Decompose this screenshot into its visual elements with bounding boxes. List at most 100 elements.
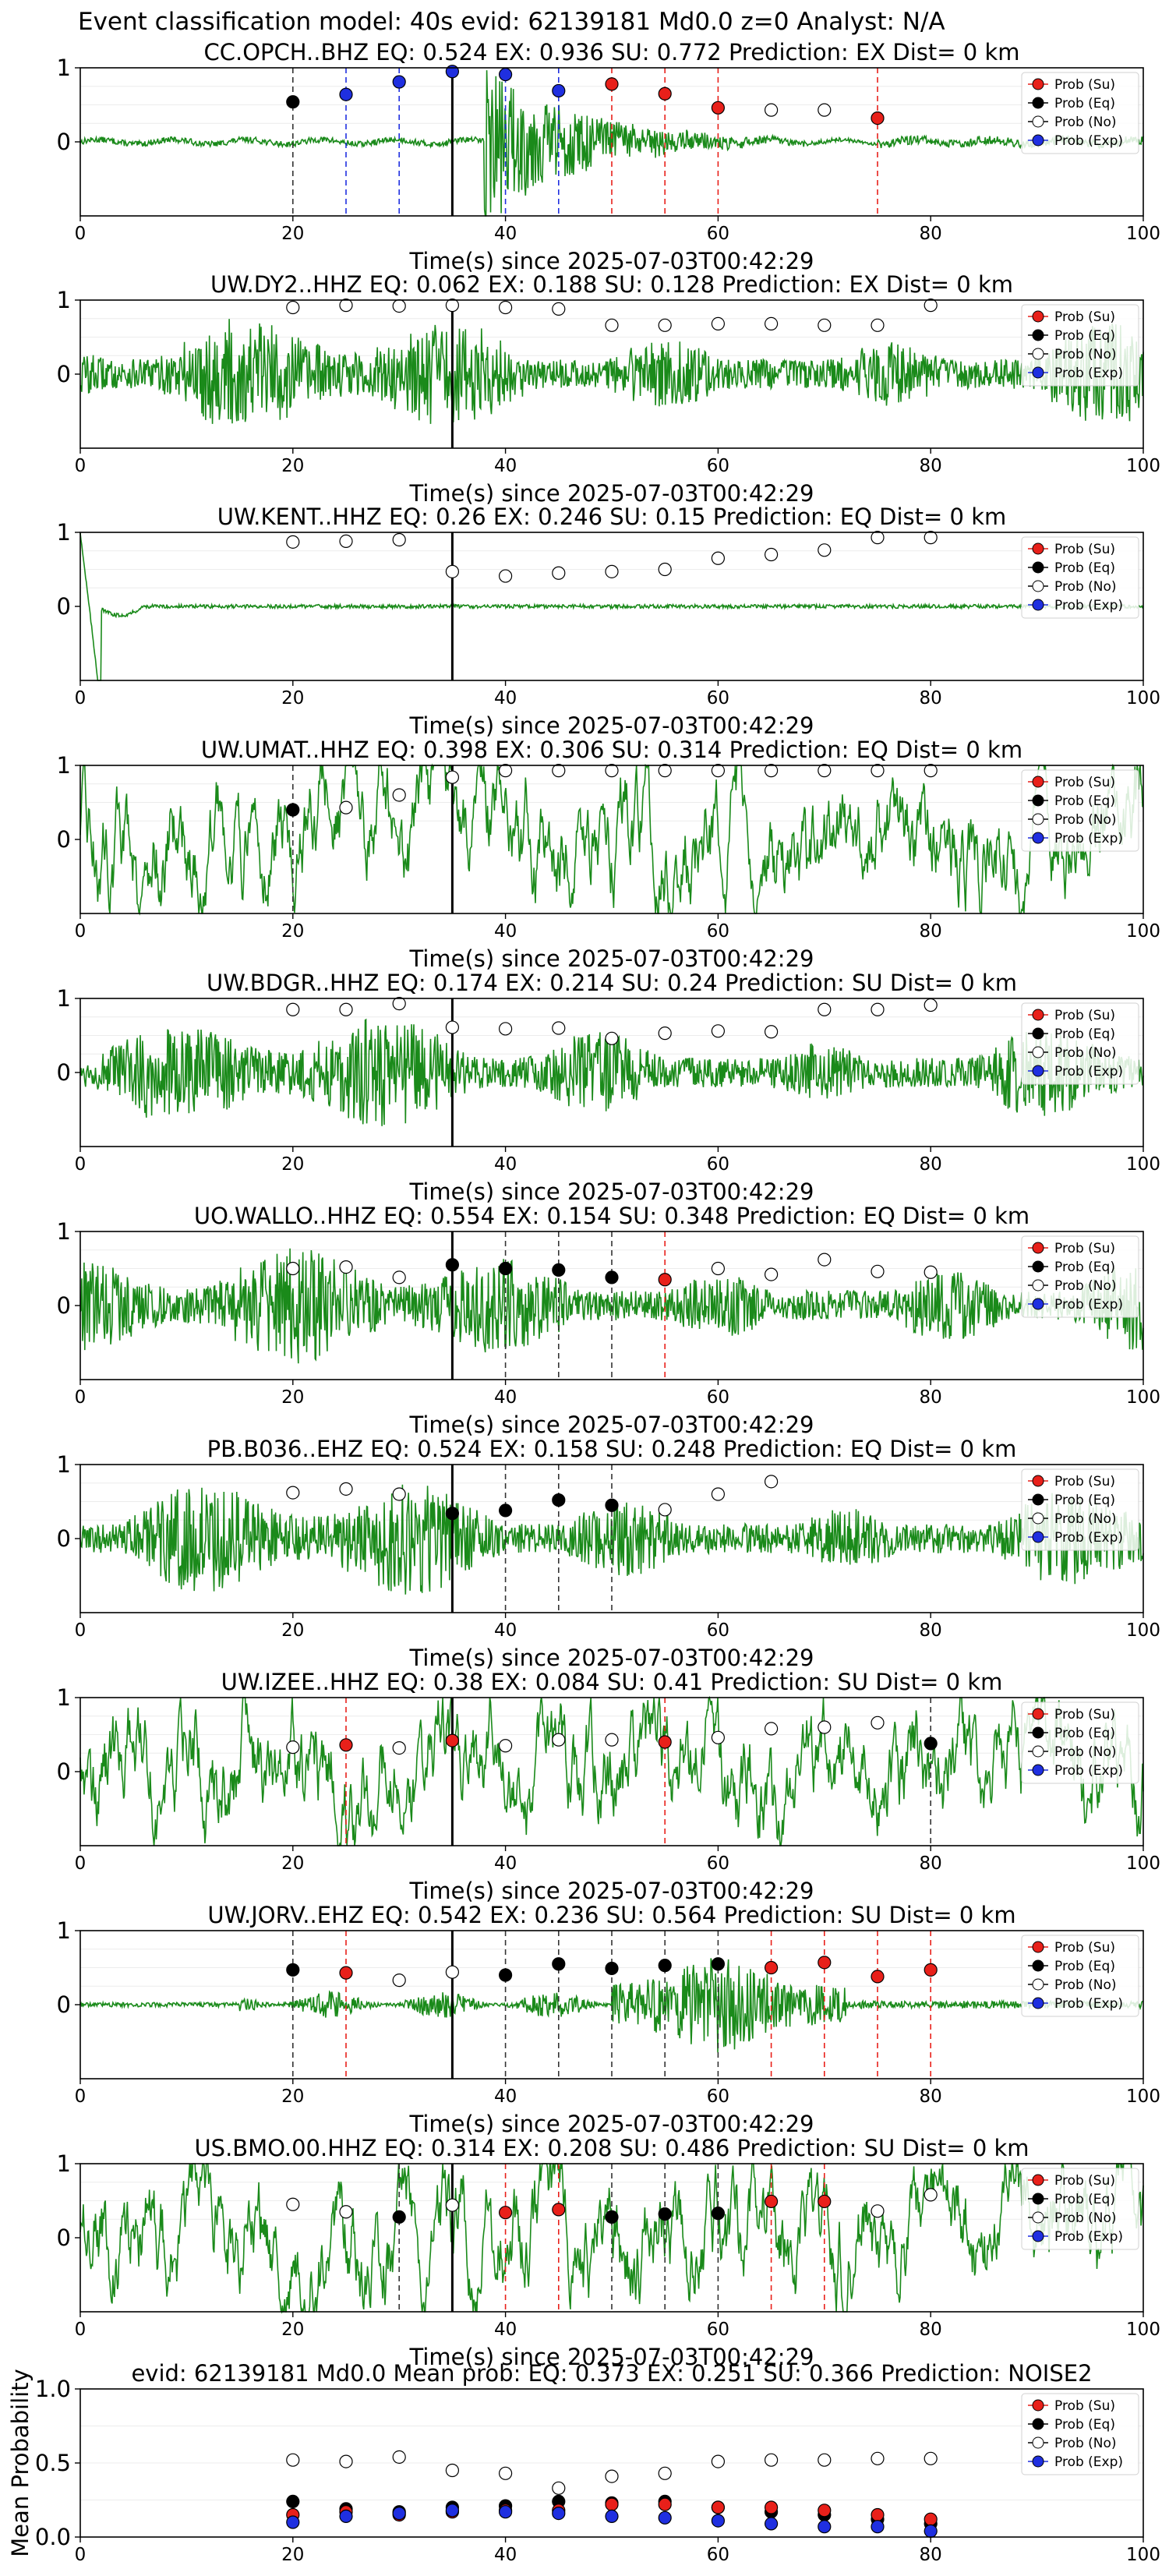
x-tick-label: 0 bbox=[75, 688, 87, 708]
legend-marker bbox=[1032, 2193, 1044, 2205]
x-tick-label: 80 bbox=[920, 1387, 942, 1408]
legend-marker bbox=[1032, 2455, 1044, 2468]
x-tick-label: 20 bbox=[281, 1387, 304, 1408]
legend-marker bbox=[1032, 2418, 1044, 2430]
probability-point-no bbox=[658, 318, 672, 332]
x-tick-label: 40 bbox=[494, 224, 517, 244]
legend-label: Prob (No) bbox=[1054, 1278, 1117, 1294]
x-tick-label: 40 bbox=[494, 2320, 517, 2340]
legend-label: Prob (Su) bbox=[1054, 1008, 1115, 1023]
probability-point-su bbox=[339, 1738, 353, 1752]
legend-marker bbox=[1032, 1531, 1044, 1543]
probability-point-no bbox=[924, 299, 938, 313]
legend-marker bbox=[1032, 78, 1044, 90]
x-tick-label: 80 bbox=[920, 921, 942, 942]
panel-title: UO.WALLO..HHZ EQ: 0.554 EX: 0.154 SU: 0.… bbox=[194, 1203, 1029, 1229]
legend-marker bbox=[1032, 832, 1044, 844]
probability-point-no bbox=[658, 562, 672, 577]
x-tick-label: 80 bbox=[920, 688, 942, 708]
probability-point-no bbox=[392, 532, 406, 547]
legend-label: Prob (Su) bbox=[1054, 1474, 1115, 1489]
waveform-trace bbox=[79, 1248, 1144, 1364]
mean-probability-point-exp bbox=[286, 2515, 300, 2529]
waveform-trace bbox=[79, 532, 1144, 681]
probability-point-no bbox=[498, 569, 513, 583]
legend-label: Prob (No) bbox=[1054, 115, 1117, 130]
probability-point-eq bbox=[658, 2207, 672, 2221]
probability-point-no bbox=[658, 764, 672, 778]
y-tick-label: 1 bbox=[57, 1218, 71, 1245]
legend-marker bbox=[1032, 1279, 1044, 1292]
probability-point-exp bbox=[392, 75, 406, 89]
x-tick-label: 20 bbox=[281, 224, 304, 244]
y-axis-label: Mean Probability bbox=[7, 2369, 34, 2557]
x-tick-label: 0 bbox=[75, 1620, 87, 1641]
mean-probability-point-no bbox=[658, 2466, 672, 2480]
legend-marker bbox=[1032, 97, 1044, 109]
x-tick-label: 60 bbox=[707, 2545, 729, 2565]
panel-title: UW.DY2..HHZ EQ: 0.062 EX: 0.188 SU: 0.12… bbox=[210, 271, 1013, 298]
probability-point-eq bbox=[605, 1270, 619, 1284]
panel-title: UW.BDGR..HHZ EQ: 0.174 EX: 0.214 SU: 0.2… bbox=[207, 970, 1017, 996]
x-tick-label: 80 bbox=[920, 2545, 942, 2565]
probability-point-no bbox=[764, 1475, 779, 1489]
probability-point-eq bbox=[392, 2210, 406, 2224]
probability-point-su bbox=[764, 2194, 779, 2209]
mean-probability-point-exp bbox=[711, 2514, 726, 2528]
x-tick-label: 80 bbox=[920, 1620, 942, 1641]
probability-point-no bbox=[871, 1002, 885, 1016]
probability-point-no bbox=[392, 788, 406, 802]
probability-point-no bbox=[924, 1265, 938, 1279]
legend-label: Prob (Su) bbox=[1054, 775, 1115, 790]
panel-title: PB.B036..EHZ EQ: 0.524 EX: 0.158 SU: 0.2… bbox=[207, 1436, 1017, 1462]
probability-point-no bbox=[445, 1965, 460, 1979]
chart-panel: UW.UMAT..HHZ EQ: 0.398 EX: 0.306 SU: 0.3… bbox=[57, 737, 1160, 972]
mean-probability-point-no bbox=[818, 2453, 832, 2467]
probability-point-no bbox=[552, 566, 566, 580]
probability-point-su bbox=[711, 101, 726, 115]
mean-probability-point-no bbox=[392, 2450, 406, 2464]
legend-label: Prob (Eq) bbox=[1054, 1260, 1115, 1275]
legend-marker bbox=[1032, 1708, 1044, 1720]
mean-probability-point-su bbox=[818, 2504, 832, 2518]
legend-marker bbox=[1032, 776, 1044, 788]
x-tick-label: 20 bbox=[281, 1154, 304, 1175]
y-tick-label: 0 bbox=[57, 1758, 71, 1785]
legend-marker bbox=[1032, 1475, 1044, 1487]
x-tick-label: 80 bbox=[920, 2320, 942, 2340]
y-tick-label: 1 bbox=[57, 985, 71, 1012]
probability-point-no bbox=[764, 547, 779, 562]
probability-point-su bbox=[658, 87, 672, 101]
legend-marker bbox=[1032, 1260, 1044, 1273]
x-tick-label: 0 bbox=[75, 1387, 87, 1408]
waveform-trace bbox=[79, 319, 1144, 424]
probability-point-no bbox=[764, 1025, 779, 1039]
probability-point-no bbox=[711, 551, 726, 565]
x-tick-label: 20 bbox=[281, 2320, 304, 2340]
mean-probability-point-no bbox=[498, 2466, 513, 2480]
probability-point-eq bbox=[605, 1961, 619, 1976]
chart-panel: UW.KENT..HHZ EQ: 0.26 EX: 0.246 SU: 0.15… bbox=[57, 504, 1160, 739]
x-tick-label: 40 bbox=[494, 1620, 517, 1641]
probability-point-no bbox=[392, 1741, 406, 1755]
probability-point-no bbox=[445, 299, 460, 313]
legend-label: Prob (Su) bbox=[1054, 2173, 1115, 2189]
probability-point-no bbox=[924, 2188, 938, 2202]
legend-label: Prob (Eq) bbox=[1054, 328, 1115, 344]
mean-probability-point-exp bbox=[924, 2524, 938, 2538]
legend-marker bbox=[1032, 1745, 1044, 1758]
probability-point-no bbox=[818, 1720, 832, 1734]
probability-point-no bbox=[605, 318, 619, 332]
legend-label: Prob (Su) bbox=[1054, 2398, 1115, 2414]
probability-point-no bbox=[286, 1740, 300, 1754]
probability-point-no bbox=[498, 1022, 513, 1036]
legend-label: Prob (No) bbox=[1054, 812, 1117, 828]
probability-point-su bbox=[924, 1963, 938, 1977]
y-tick-label: 1 bbox=[57, 1684, 71, 1711]
legend-marker bbox=[1032, 1941, 1044, 1953]
panel-title: US.BMO.00.HHZ EQ: 0.314 EX: 0.208 SU: 0.… bbox=[194, 2135, 1029, 2161]
x-axis-label: Time(s) since 2025-07-03T00:42:29 bbox=[409, 945, 814, 972]
x-tick-label: 0 bbox=[75, 2320, 87, 2340]
legend-label: Prob (Eq) bbox=[1054, 2192, 1115, 2207]
probability-point-no bbox=[605, 564, 619, 578]
